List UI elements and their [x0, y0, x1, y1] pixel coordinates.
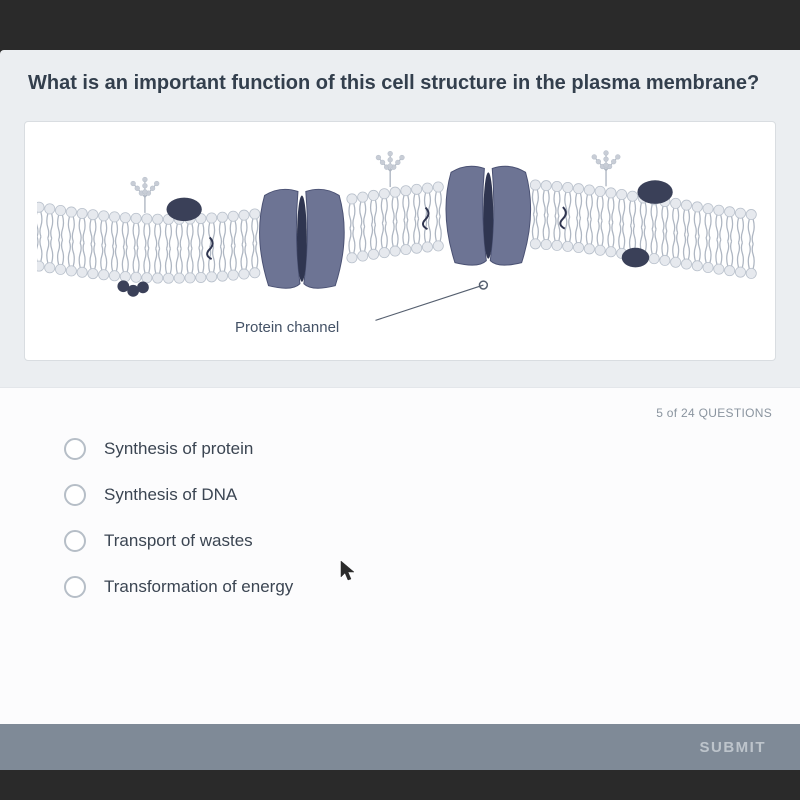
app-root: What is an important function of this ce…: [0, 0, 800, 800]
options-list: Synthesis of protein Synthesis of DNA Tr…: [28, 438, 772, 598]
option-label: Synthesis of protein: [104, 439, 253, 459]
option-label: Transport of wastes: [104, 531, 253, 551]
radio-icon: [64, 530, 86, 552]
figure-label: Protein channel: [235, 319, 339, 336]
radio-icon: [64, 438, 86, 460]
question-counter: 5 of 24 QUESTIONS: [656, 406, 772, 420]
membrane-diagram: [37, 136, 763, 336]
quiz-panel: What is an important function of this ce…: [0, 50, 800, 770]
submit-bar: SUBMIT: [0, 724, 800, 770]
submit-button[interactable]: SUBMIT: [700, 739, 767, 756]
option-2[interactable]: Transport of wastes: [64, 530, 772, 552]
question-text: What is an important function of this ce…: [28, 70, 772, 97]
question-header: What is an important function of this ce…: [0, 50, 800, 121]
answers-block: 5 of 24 QUESTIONS Synthesis of protein S…: [0, 387, 800, 770]
option-label: Synthesis of DNA: [104, 485, 237, 505]
option-0[interactable]: Synthesis of protein: [64, 438, 772, 460]
radio-icon: [64, 576, 86, 598]
option-3[interactable]: Transformation of energy: [64, 576, 772, 598]
option-label: Transformation of energy: [104, 577, 293, 597]
radio-icon: [64, 484, 86, 506]
option-1[interactable]: Synthesis of DNA: [64, 484, 772, 506]
figure-card: Protein channel: [24, 121, 776, 361]
